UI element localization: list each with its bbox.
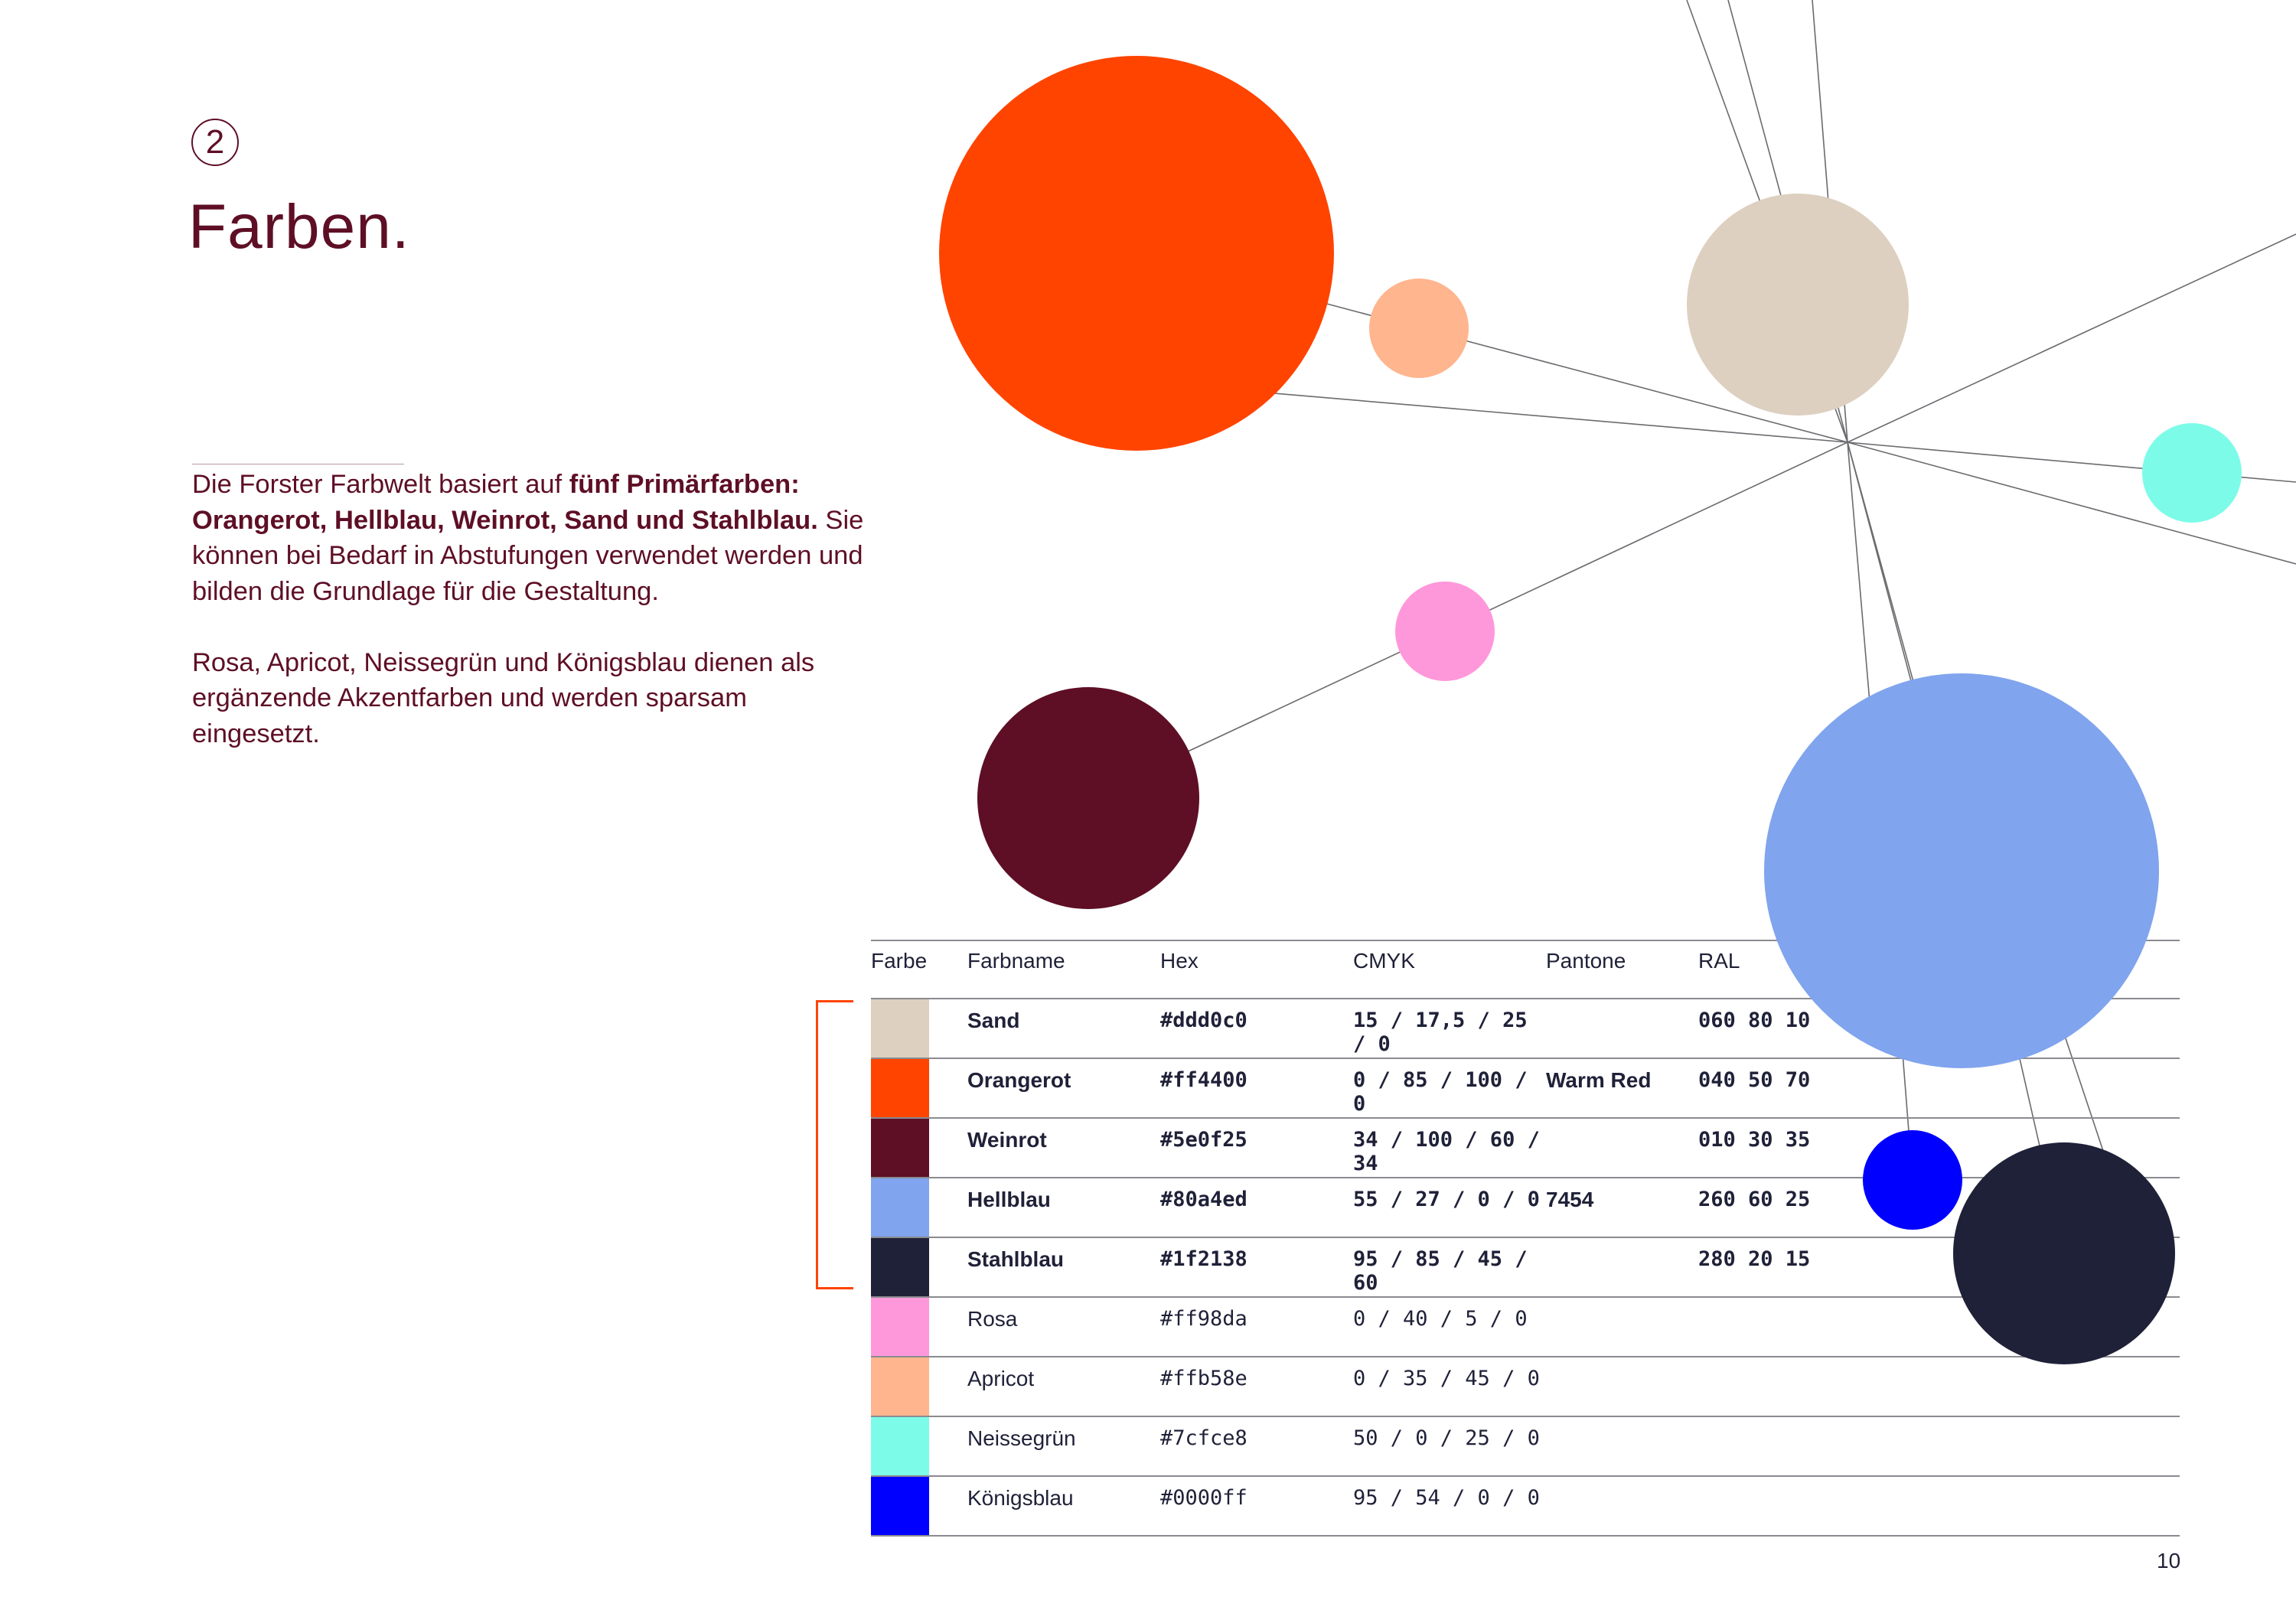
table-row: Neissegrün #7cfce8 50 / 0 / 25 / 0 <box>871 1416 2180 1476</box>
color-ral <box>1698 1475 2180 1537</box>
color-cmyk: 95 / 54 / 0 / 0 <box>1353 1475 1546 1537</box>
color-cmyk: 55 / 27 / 0 / 0 <box>1353 1177 1546 1237</box>
page-title: Farben. <box>188 192 410 262</box>
table-row: Rosa #ff98da 0 / 40 / 5 / 0 <box>871 1296 2180 1357</box>
color-name: Königsblau <box>967 1475 1160 1537</box>
section-number-badge: 2 <box>191 119 239 166</box>
swatch-fill <box>871 1357 929 1416</box>
color-cmyk: 34 / 100 / 60 / 34 <box>1353 1117 1546 1178</box>
color-cmyk: 0 / 35 / 45 / 0 <box>1353 1356 1546 1416</box>
circle-orangerot <box>939 56 1334 451</box>
color-pantone <box>1546 998 1698 1058</box>
swatch-fill <box>871 1417 929 1475</box>
color-name: Orangerot <box>967 1058 1160 1118</box>
color-cmyk: 15 / 17,5 / 25 / 0 <box>1353 998 1546 1058</box>
color-name: Weinrot <box>967 1117 1160 1178</box>
color-name: Stahlblau <box>967 1237 1160 1297</box>
col-ral: RAL <box>1698 940 2180 999</box>
table-row: Weinrot #5e0f25 34 / 100 / 60 / 34 010 30 3… <box>871 1117 2180 1178</box>
color-swatch <box>871 1416 967 1476</box>
color-hex: #ffb58e <box>1160 1356 1353 1416</box>
col-hex: Hex <box>1160 940 1353 999</box>
swatch-fill <box>871 999 929 1058</box>
intro-p1-bold: fünf Primärfarben: Orangerot, Hellblau, … <box>192 470 818 535</box>
color-ral: 280 20 15 <box>1698 1237 2180 1297</box>
color-ral: 060 80 10 <box>1698 998 2180 1058</box>
color-swatch <box>871 1058 967 1118</box>
circle-neissegruen <box>2142 423 2242 523</box>
color-swatch <box>871 1356 967 1416</box>
circle-rosa <box>1395 582 1495 681</box>
circle-weinrot <box>977 687 1199 909</box>
intro-paragraph-1: Die Forster Farbwelt basiert auf fünf Pr… <box>192 467 881 609</box>
table-row: Apricot #ffb58e 0 / 35 / 45 / 0 <box>871 1356 2180 1416</box>
color-name: Apricot <box>967 1356 1160 1416</box>
table-row: Sand #ddd0c0 15 / 17,5 / 25 / 0 060 80 10 <box>871 998 2180 1058</box>
col-farbe: Farbe <box>871 940 967 999</box>
color-cmyk: 0 / 85 / 100 / 0 <box>1353 1058 1546 1118</box>
table-row: Orangerot #ff4400 0 / 85 / 100 / 0 Warm Red… <box>871 1058 2180 1118</box>
swatch-fill <box>871 1119 929 1177</box>
color-swatch <box>871 1475 967 1537</box>
color-hex: #7cfce8 <box>1160 1416 1353 1476</box>
swatch-fill <box>871 1477 929 1535</box>
color-ral: 040 50 70 <box>1698 1058 2180 1118</box>
color-hex: #ff4400 <box>1160 1058 1353 1118</box>
color-name: Rosa <box>967 1296 1160 1357</box>
color-pantone <box>1546 1475 1698 1537</box>
color-hex: #0000ff <box>1160 1475 1353 1537</box>
primary-colors-bracket <box>816 1000 853 1289</box>
color-hex: #ddd0c0 <box>1160 998 1353 1058</box>
col-pantone: Pantone <box>1546 940 1698 999</box>
swatch-fill <box>871 1178 929 1237</box>
col-cmyk: CMYK <box>1353 940 1546 999</box>
color-name: Neissegrün <box>967 1416 1160 1476</box>
intro-text: Die Forster Farbwelt basiert auf fünf Pr… <box>192 467 881 787</box>
color-cmyk: 0 / 40 / 5 / 0 <box>1353 1296 1546 1357</box>
circle-sand <box>1687 194 1909 416</box>
page-number: 10 <box>2157 1549 2181 1572</box>
table-row: Stahlblau #1f2138 95 / 85 / 45 / 60 280 20 … <box>871 1237 2180 1297</box>
color-table: Farbe Farbname Hex CMYK Pantone RAL Sand… <box>871 940 2180 1537</box>
color-name: Hellblau <box>967 1177 1160 1237</box>
color-pantone <box>1546 1237 1698 1297</box>
color-hex: #80a4ed <box>1160 1177 1353 1237</box>
color-ral: 010 30 35 <box>1698 1117 2180 1178</box>
color-pantone <box>1546 1296 1698 1357</box>
color-pantone <box>1546 1356 1698 1416</box>
color-hex: #ff98da <box>1160 1296 1353 1357</box>
color-name: Sand <box>967 998 1160 1058</box>
table-row: Hellblau #80a4ed 55 / 27 / 0 / 0 7454 260 60… <box>871 1177 2180 1237</box>
swatch-fill <box>871 1059 929 1117</box>
color-hex: #1f2138 <box>1160 1237 1353 1297</box>
color-ral <box>1698 1296 2180 1357</box>
intro-p1-end: Sie können bei Bedarf in Abstufungen ver… <box>192 505 864 606</box>
color-swatch <box>871 1177 967 1237</box>
color-ral <box>1698 1416 2180 1476</box>
color-swatch <box>871 1237 967 1297</box>
circle-apricot <box>1369 279 1469 378</box>
color-pantone <box>1546 1416 1698 1476</box>
table-header: Farbe Farbname Hex CMYK Pantone RAL <box>871 940 2180 999</box>
color-hex: #5e0f25 <box>1160 1117 1353 1178</box>
color-cmyk: 50 / 0 / 25 / 0 <box>1353 1416 1546 1476</box>
col-farbname: Farbname <box>967 940 1160 999</box>
color-pantone: Warm Red <box>1546 1058 1698 1118</box>
color-swatch <box>871 1296 967 1357</box>
swatch-fill <box>871 1298 929 1356</box>
intro-paragraph-2: Rosa, Apricot, Neissegrün und Königsblau… <box>192 647 815 748</box>
intro-p1-start: Die Forster Farbwelt basiert auf <box>192 470 569 499</box>
color-swatch <box>871 998 967 1058</box>
swatch-fill <box>871 1238 929 1296</box>
color-pantone: 7454 <box>1546 1177 1698 1237</box>
table-row: Königsblau #0000ff 95 / 54 / 0 / 0 <box>871 1475 2180 1537</box>
color-swatch <box>871 1117 967 1178</box>
color-pantone <box>1546 1117 1698 1178</box>
color-ral <box>1698 1356 2180 1416</box>
color-ral: 260 60 25 <box>1698 1177 2180 1237</box>
color-cmyk: 95 / 85 / 45 / 60 <box>1353 1237 1546 1297</box>
